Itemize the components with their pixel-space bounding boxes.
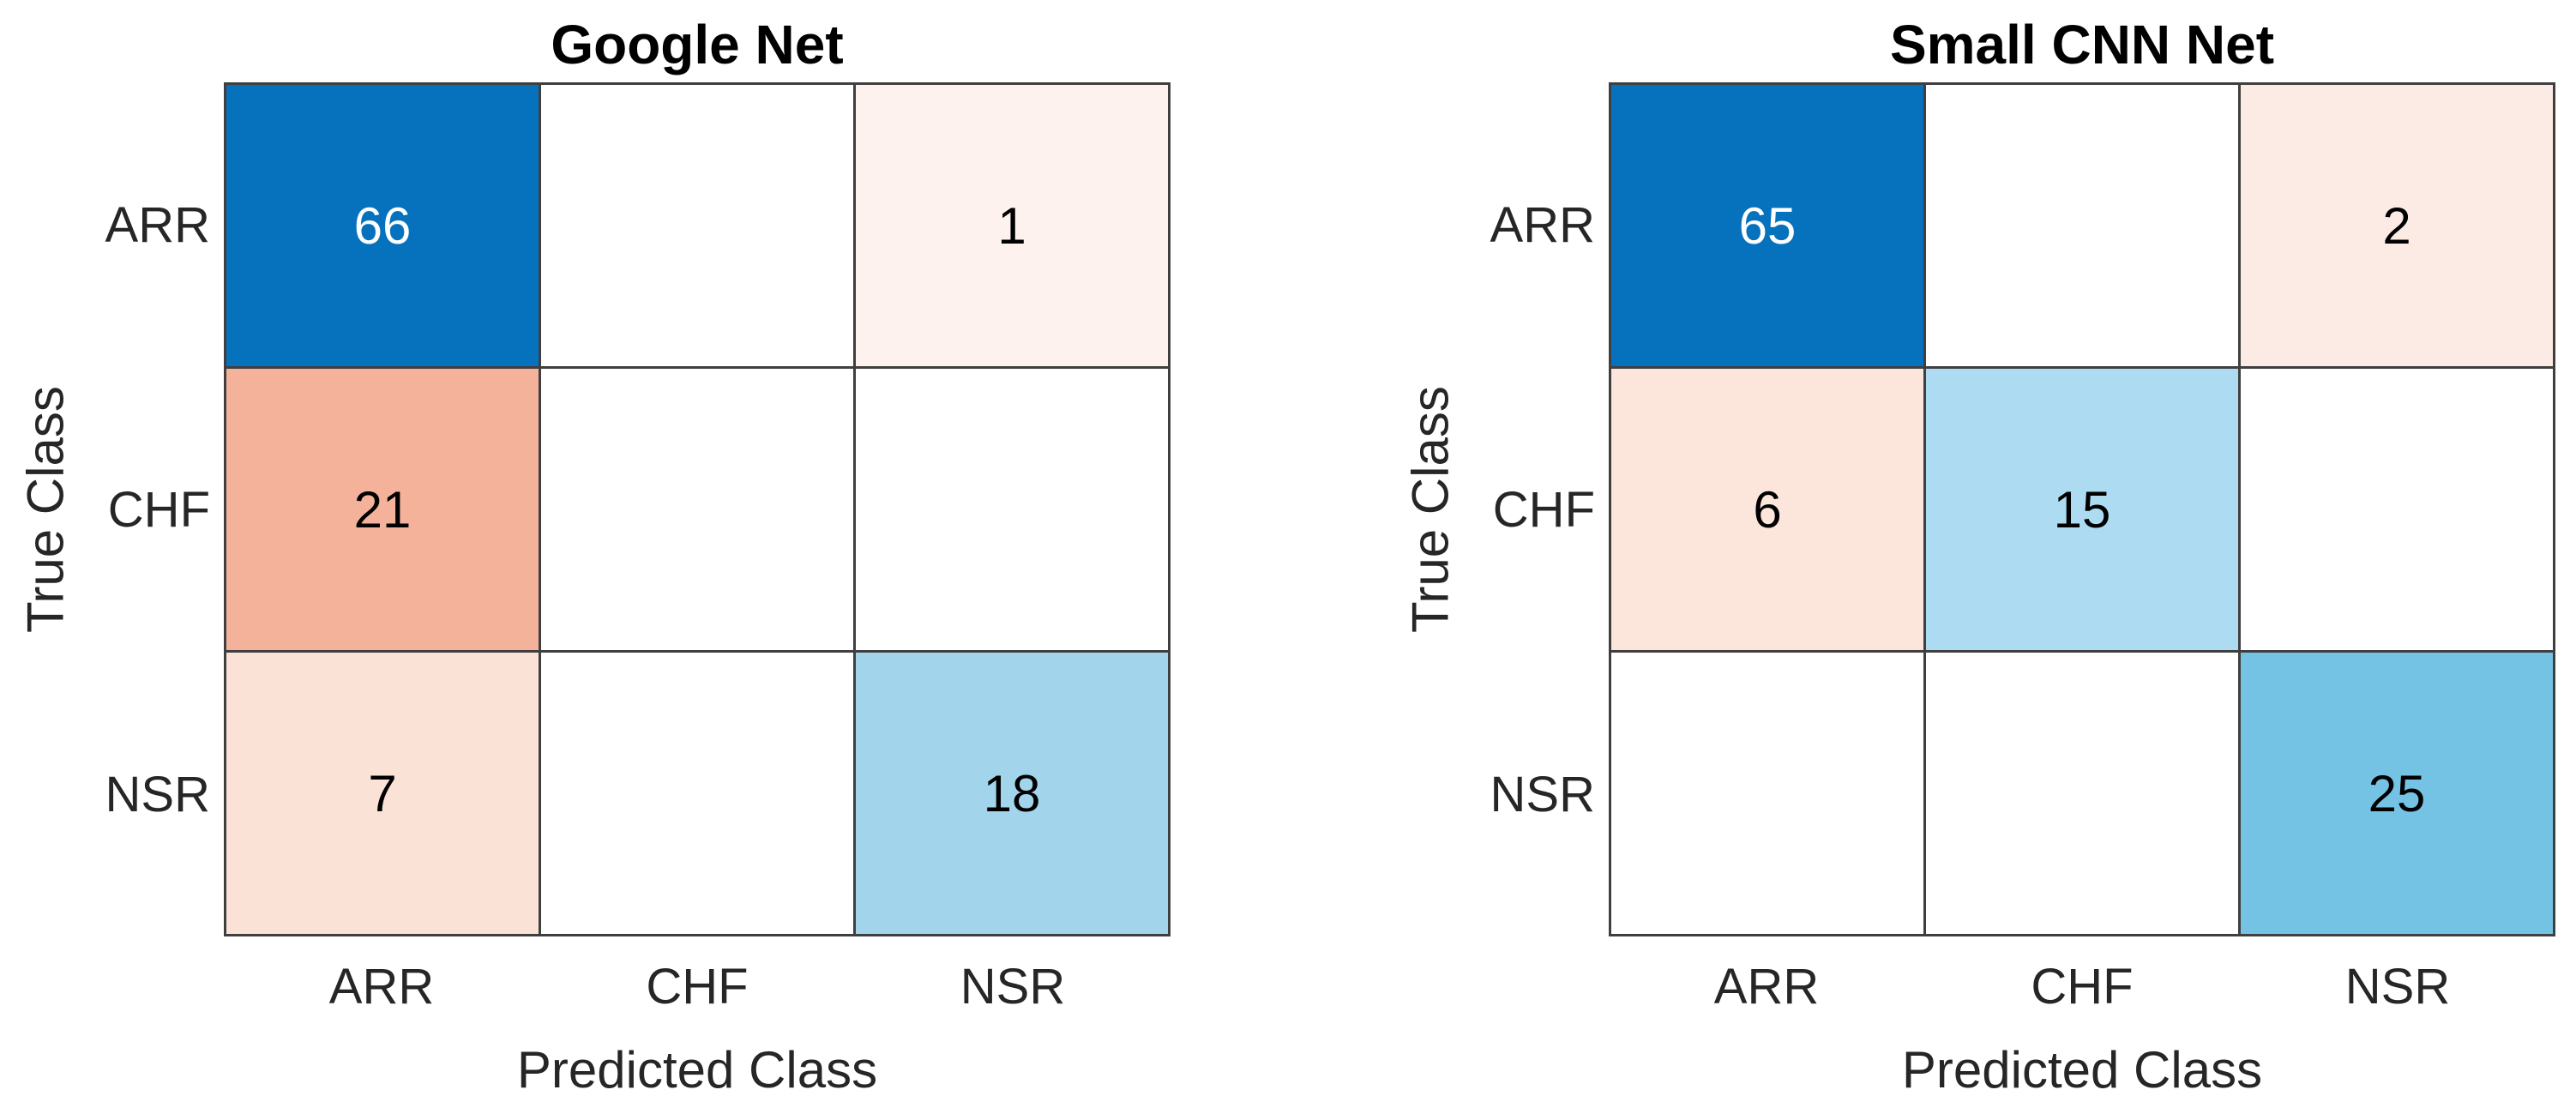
matrix-grid: 65 2 6 15 25 [1609,82,2555,936]
matrix-cell-CHF-CHF [541,369,853,650]
y-tick-label-NSR: NSR [105,766,210,822]
y-tick-label-CHF: CHF [107,481,210,538]
confusion-matrix-google-net: Google Net True Class ARR CHF NSR 66 1 21 7 18… [13,14,1171,1099]
matrix-cell-ARR-CHF [1926,85,2238,366]
x-tick-label-CHF: CHF [646,959,749,1015]
x-tick-labels: ARR CHF NSR [224,950,1171,1024]
matrix-cell-ARR-NSR: 1 [856,85,1168,366]
x-axis-label: Predicted Class [1901,1041,2263,1099]
y-tick-label-ARR: ARR [105,196,210,253]
matrix-cell-CHF-CHF: 15 [1926,369,2238,650]
matrix-grid: 66 1 21 7 18 [224,82,1171,936]
y-tick-label-CHF: CHF [1492,481,1595,538]
matrix-cell-CHF-ARR: 21 [226,369,539,650]
x-tick-labels: ARR CHF NSR [1609,950,2555,1024]
matrix-cell-ARR-CHF [541,85,853,366]
x-tick-label-ARR: ARR [328,959,435,1015]
matrix-cell-CHF-ARR: 6 [1611,369,1923,650]
matrix-cell-NSR-ARR [1611,653,1923,934]
y-tick-label-NSR: NSR [1490,766,1595,822]
x-axis-label: Predicted Class [516,1041,878,1099]
confusion-matrix-small-cnn-net: Small CNN Net True Class ARR CHF NSR 65 2 6 1… [1288,0,2576,1120]
x-tick-label-ARR: ARR [1713,959,1820,1015]
matrix-cell-CHF-NSR [2241,369,2553,650]
y-tick-labels: ARR CHF NSR [1398,82,1595,936]
y-tick-labels: ARR CHF NSR [13,82,210,936]
matrix-cell-ARR-NSR: 2 [2241,85,2553,366]
matrix-cell-ARR-ARR: 66 [226,85,539,366]
x-tick-label-NSR: NSR [2344,959,2451,1015]
matrix-cell-CHF-NSR [856,369,1168,650]
matrix-cell-NSR-CHF [541,653,853,934]
chart-title: Small CNN Net [1889,14,2275,75]
y-tick-label-ARR: ARR [1490,196,1595,253]
matrix-cell-NSR-NSR: 18 [856,653,1168,934]
matrix-cell-ARR-ARR: 65 [1611,85,1923,366]
x-tick-label-NSR: NSR [960,959,1066,1015]
chart-title: Google Net [551,14,844,75]
matrix-cell-NSR-CHF [1926,653,2238,934]
x-tick-label-CHF: CHF [2031,959,2134,1015]
matrix-cell-NSR-ARR: 7 [226,653,539,934]
matrix-cell-NSR-NSR: 25 [2241,653,2553,934]
